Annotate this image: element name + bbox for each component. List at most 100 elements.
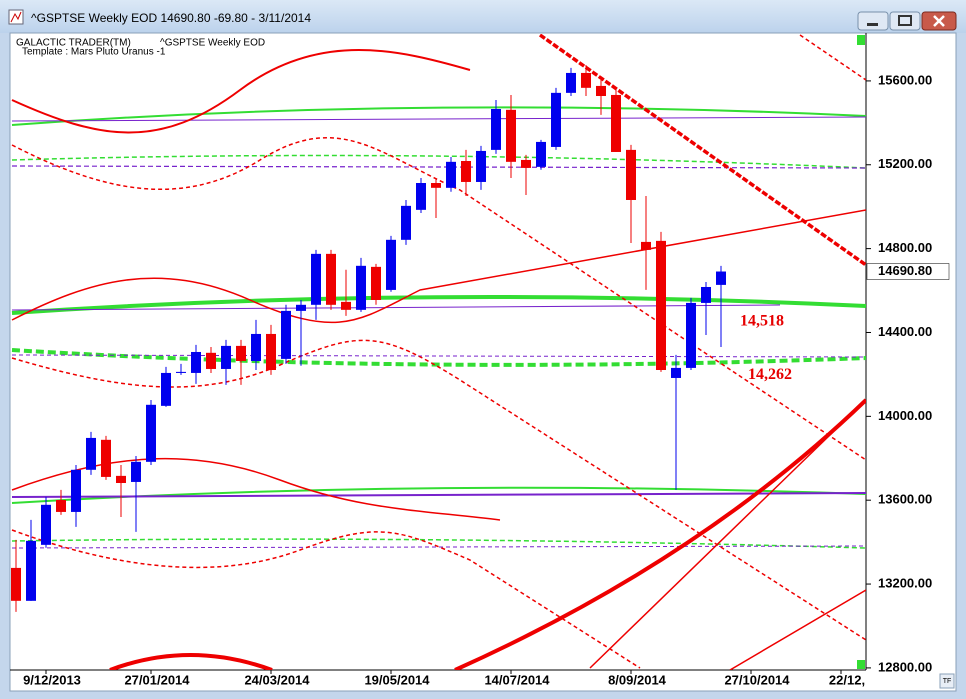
candle-body — [281, 310, 291, 359]
subheader: ^GSPTSE Weekly EOD — [160, 38, 265, 49]
y-tick-label: 14800.00 — [878, 240, 932, 255]
green-thick-dashed-line — [11, 348, 866, 367]
red-thick-curve — [109, 653, 273, 670]
scroll-marker[interactable] — [857, 660, 865, 669]
candle-body — [686, 302, 696, 368]
purple-line — [11, 304, 781, 311]
astro-lines — [11, 34, 866, 670]
red-curve — [11, 49, 471, 134]
candle-body — [266, 333, 276, 371]
minimize-glyph — [867, 23, 878, 26]
x-tick-label: 24/03/2014 — [244, 672, 310, 687]
candle-body — [416, 183, 426, 210]
candle-body — [506, 109, 516, 162]
x-tick-label: 27/01/2014 — [124, 672, 190, 687]
candle-body — [176, 371, 186, 373]
candle-body — [101, 439, 111, 477]
x-tick-label: 19/05/2014 — [364, 672, 430, 687]
candle-body — [356, 265, 366, 310]
last-price-label: 14690.80 — [878, 263, 932, 278]
green-thick-line — [11, 295, 866, 315]
red-dashed-line — [799, 34, 866, 81]
app-icon — [8, 9, 24, 25]
plot-area — [11, 34, 866, 670]
candle-body — [656, 240, 666, 371]
red-dashed-curve — [11, 339, 866, 641]
candle-body — [236, 345, 246, 361]
candle-body — [146, 404, 156, 462]
red-dashed-curve — [11, 529, 641, 669]
candle-body — [116, 475, 126, 484]
y-tick-label: 14000.00 — [878, 408, 932, 423]
candle-body — [536, 141, 546, 167]
x-tick-label: 14/07/2014 — [484, 672, 550, 687]
candle-body — [311, 253, 321, 305]
candle-body — [611, 94, 621, 152]
candle-body — [191, 351, 201, 373]
y-tick-label: 13200.00 — [878, 575, 932, 590]
purple-line — [11, 116, 866, 122]
red-thick-line — [454, 398, 866, 670]
window-title: ^GSPTSE Weekly EOD 14690.80 -69.80 - 3/1… — [31, 11, 311, 25]
candle-body — [221, 345, 231, 369]
x-tick-label: 9/12/2013 — [23, 672, 81, 687]
candle-body — [131, 461, 141, 482]
candle-body — [56, 499, 66, 512]
x-tick-label: 22/12, — [829, 672, 865, 687]
close-glyph — [933, 15, 945, 27]
tf-button[interactable] — [939, 673, 955, 689]
x-tick-label: 27/10/2014 — [724, 672, 790, 687]
purple-dashed-line — [11, 545, 866, 549]
candle-body — [566, 72, 576, 93]
candle-body — [326, 253, 336, 305]
candle-body — [251, 333, 261, 361]
scroll-marker[interactable] — [857, 35, 865, 45]
candle-body — [401, 205, 411, 240]
candle-body — [461, 160, 471, 182]
candle-body — [71, 469, 81, 512]
green-dashed-line — [11, 154, 866, 169]
template-label: Template : Mars Pluto Uranus -1 — [22, 47, 166, 58]
last-price-marker — [866, 263, 950, 280]
candle-body — [596, 85, 606, 97]
candle-body — [11, 567, 21, 601]
purple-line — [11, 492, 866, 498]
candle-body — [386, 239, 396, 290]
candle-body — [716, 271, 726, 285]
maximize-button[interactable] — [889, 11, 921, 31]
candle-body — [446, 161, 456, 188]
green-line — [11, 106, 866, 126]
x-tick-label: 8/09/2014 — [608, 672, 667, 687]
candle-body — [641, 241, 651, 250]
candle-body — [86, 437, 96, 470]
header: GALACTIC TRADER(TM) — [16, 38, 131, 49]
candle-body — [161, 372, 171, 406]
candle-body — [26, 540, 36, 601]
candle-body — [626, 149, 636, 200]
annotation: 14,262 — [748, 366, 792, 383]
y-tick-label: 13600.00 — [878, 492, 932, 507]
maximize-glyph — [898, 15, 912, 26]
candle-body — [521, 159, 531, 168]
candle-body — [701, 286, 711, 303]
purple-dashed-line — [11, 165, 866, 169]
candle-body — [581, 72, 591, 88]
red-thick-dashed-line — [538, 34, 866, 267]
candle-body — [476, 150, 486, 182]
candle-body — [491, 109, 501, 150]
red-dashed-curve — [11, 137, 866, 461]
candle-body — [206, 352, 216, 369]
green-dashed-line — [11, 538, 866, 549]
red-curve — [11, 209, 866, 324]
title-bar — [0, 0, 966, 33]
candle-body — [296, 304, 306, 311]
app-icon-glyph — [10, 11, 22, 23]
y-tick-label: 15600.00 — [878, 72, 932, 87]
candle-body — [551, 92, 561, 147]
tf-button-label: TF — [943, 678, 952, 685]
annotation: 14,518 — [740, 312, 784, 329]
minimize-button[interactable] — [857, 11, 889, 31]
candle-body — [371, 266, 381, 300]
candle-body — [341, 301, 351, 310]
